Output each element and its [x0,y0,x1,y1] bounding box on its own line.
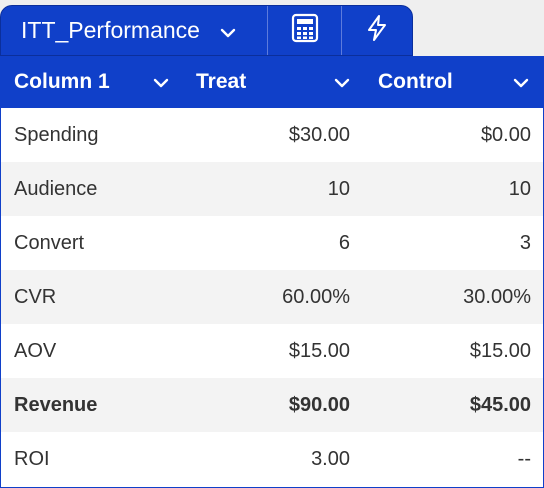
row-label: CVR [14,285,57,308]
column-header-label: Control [378,70,453,93]
column-header-control[interactable]: Control [364,56,543,108]
table-body: Spending $30.00 $0.00 Audience 10 10 Con… [1,108,543,486]
treat-value: $90.00 [288,393,350,416]
table-row: Spending $30.00 $0.00 [1,108,543,162]
row-label: ROI [14,447,50,470]
chevron-down-icon[interactable] [220,17,236,44]
treat-value: 3.00 [311,447,350,470]
treat-value: 60.00% [282,285,350,308]
row-label: Audience [14,177,98,200]
column-header-1[interactable]: Column 1 [1,56,182,108]
row-label: Convert [14,231,85,254]
control-value: -- [517,447,531,470]
treat-value: $15.00 [288,339,350,362]
tab-group: ITT_Performance [0,5,413,56]
table-header: Column 1 Treat Control [1,56,543,108]
table-row: AOV $15.00 $15.00 [1,324,543,378]
chevron-down-icon[interactable] [153,70,169,94]
calculator-icon [290,13,320,48]
chevron-down-icon[interactable] [513,70,529,94]
control-value: $45.00 [469,393,531,416]
treat-value: $30.00 [288,123,350,146]
treat-value: 10 [327,177,350,200]
table-row: ROI 3.00 -- [1,432,543,486]
row-label: AOV [14,339,57,362]
column-header-label: Column 1 [14,70,110,93]
calculator-button[interactable] [268,6,343,55]
row-label: Spending [14,123,99,146]
tab-bar: ITT_Performance [0,0,544,56]
tab-itt-performance[interactable]: ITT_Performance [1,6,269,55]
control-value: 3 [519,231,531,254]
chevron-down-icon[interactable] [334,70,350,94]
control-value: $0.00 [480,123,531,146]
performance-table: Column 1 Treat Control Spending [0,56,544,488]
lightning-icon [364,14,390,47]
control-value: 30.00% [463,285,531,308]
column-header-treat[interactable]: Treat [182,56,364,108]
control-value: $15.00 [469,339,531,362]
tab-title: ITT_Performance [21,17,200,43]
treat-value: 6 [338,231,350,254]
table-row: CVR 60.00% 30.00% [1,270,543,324]
table-row: Convert 6 3 [1,216,543,270]
control-value: 10 [508,177,531,200]
row-label: Revenue [14,393,98,416]
table-row-revenue: Revenue $90.00 $45.00 [1,378,543,432]
column-header-label: Treat [196,70,247,93]
table-row: Audience 10 10 [1,162,543,216]
lightning-button[interactable] [342,6,412,55]
